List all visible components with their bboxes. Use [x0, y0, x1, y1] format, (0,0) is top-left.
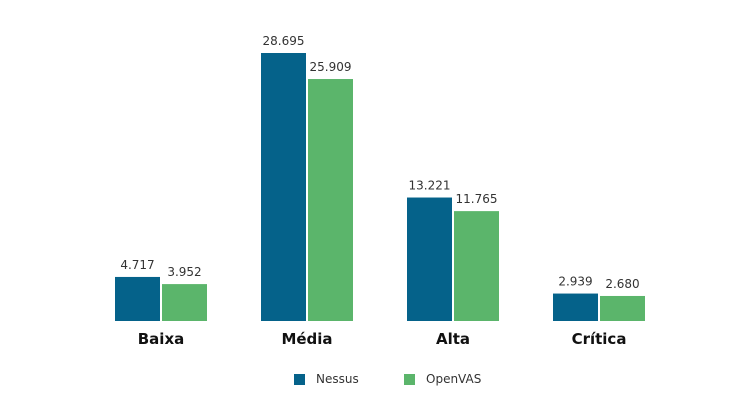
legend-label-openvas: OpenVAS	[426, 372, 482, 386]
bar-nessus-0	[115, 276, 160, 321]
legend-item-openvas: OpenVAS	[404, 372, 481, 386]
bar-openvas-2	[454, 211, 499, 321]
category-label-2: Alta	[436, 330, 470, 348]
data-label-openvas-3: 2.680	[605, 277, 639, 291]
legend-label-nessus: Nessus	[316, 372, 359, 386]
legend-swatch-nessus	[294, 373, 305, 385]
bar-nessus-2	[407, 197, 452, 321]
legend-swatch-openvas	[404, 373, 415, 385]
legend: Nessus OpenVAS	[0, 372, 750, 392]
data-label-nessus-2: 13.221	[409, 179, 451, 193]
data-label-nessus-3: 2.939	[558, 275, 592, 289]
data-label-openvas-0: 3.952	[167, 265, 201, 279]
data-label-openvas-2: 11.765	[456, 192, 498, 206]
bar-openvas-3	[600, 295, 645, 321]
category-label-1: Média	[281, 330, 332, 348]
data-label-nessus-1: 28.695	[263, 34, 305, 48]
data-label-nessus-0: 4.717	[120, 258, 154, 272]
category-label-3: Crítica	[572, 330, 627, 348]
bar-openvas-1	[308, 79, 353, 321]
data-label-openvas-1: 25.909	[310, 60, 352, 74]
legend-item-nessus: Nessus	[294, 372, 359, 386]
bar-nessus-1	[261, 53, 306, 321]
bar-nessus-3	[553, 293, 598, 321]
category-label-0: Baixa	[138, 330, 185, 348]
bar-openvas-0	[162, 284, 207, 321]
